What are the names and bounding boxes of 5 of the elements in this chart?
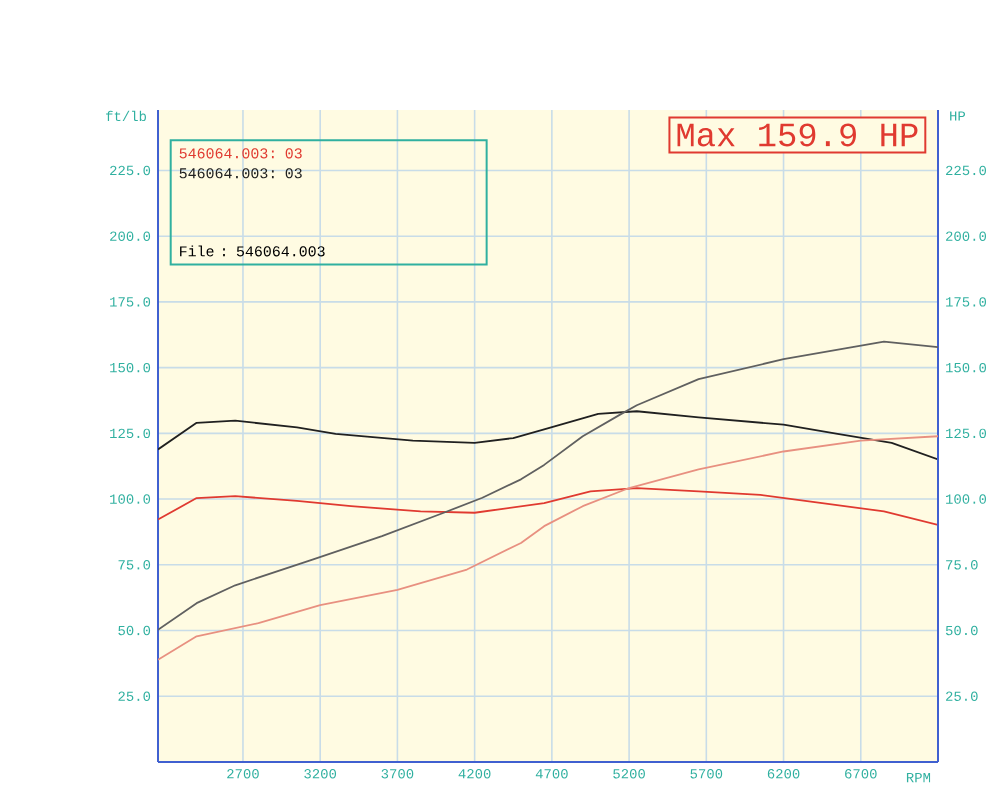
line-series: [158, 340, 939, 631]
line-series: [158, 486, 939, 526]
line-series: [158, 409, 939, 460]
line-series: [158, 434, 939, 661]
chart-title: Max 159.9 HP: [677, 123, 918, 147]
